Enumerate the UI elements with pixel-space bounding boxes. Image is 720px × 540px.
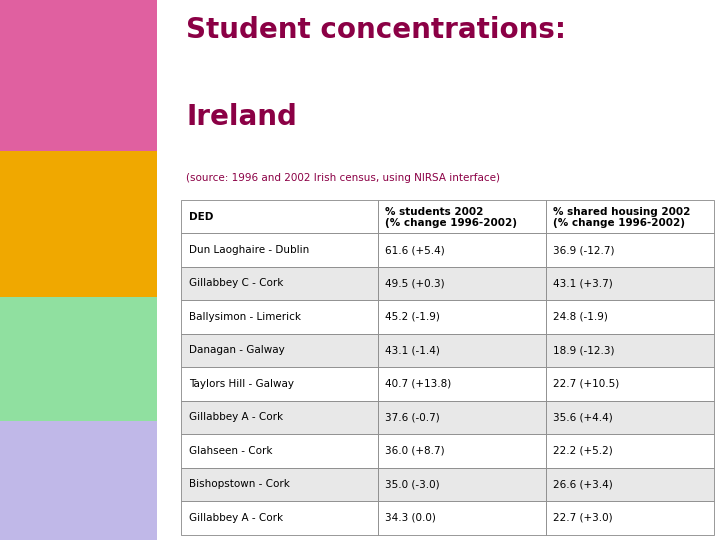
Text: Danagan - Galway: Danagan - Galway [189, 346, 284, 355]
Bar [546, 401, 714, 434]
Bar [378, 468, 546, 501]
Text: 36.0 (+8.7): 36.0 (+8.7) [385, 446, 445, 456]
Text: 22.2 (+5.2): 22.2 (+5.2) [553, 446, 613, 456]
Text: 49.5 (+0.3): 49.5 (+0.3) [385, 279, 445, 288]
Text: Ballysimon - Limerick: Ballysimon - Limerick [189, 312, 301, 322]
Text: DED: DED [189, 212, 213, 221]
Text: 37.6 (-0.7): 37.6 (-0.7) [385, 413, 440, 422]
Text: % shared housing 2002: % shared housing 2002 [553, 206, 690, 217]
Bar [546, 334, 714, 367]
Text: (% change 1996-2002): (% change 1996-2002) [385, 218, 517, 227]
Text: Gillabbey A - Cork: Gillabbey A - Cork [189, 513, 283, 523]
Text: (% change 1996-2002): (% change 1996-2002) [553, 218, 685, 227]
Bar [378, 300, 546, 334]
Bar [0, 421, 157, 540]
Text: Gillabbey A - Cork: Gillabbey A - Cork [189, 413, 283, 422]
Bar [546, 501, 714, 535]
Text: Gillabbey C - Cork: Gillabbey C - Cork [189, 279, 283, 288]
Text: Student concentrations:: Student concentrations: [186, 16, 567, 44]
Text: Bishopstown - Cork: Bishopstown - Cork [189, 480, 289, 489]
Text: 35.6 (+4.4): 35.6 (+4.4) [553, 413, 613, 422]
Bar [546, 468, 714, 501]
Bar [181, 334, 378, 367]
Text: Dun Laoghaire - Dublin: Dun Laoghaire - Dublin [189, 245, 309, 255]
Text: 26.6 (+3.4): 26.6 (+3.4) [553, 480, 613, 489]
Bar [378, 267, 546, 300]
Bar [546, 233, 714, 267]
Bar [378, 501, 546, 535]
Text: 22.7 (+3.0): 22.7 (+3.0) [553, 513, 613, 523]
Bar [181, 300, 378, 334]
Bar [181, 468, 378, 501]
Bar [181, 401, 378, 434]
Bar [378, 200, 546, 233]
Bar [0, 297, 157, 421]
Text: 43.1 (-1.4): 43.1 (-1.4) [385, 346, 440, 355]
Bar [181, 267, 378, 300]
Text: Taylors Hill - Galway: Taylors Hill - Galway [189, 379, 294, 389]
Text: Glahseen - Cork: Glahseen - Cork [189, 446, 272, 456]
Text: 45.2 (-1.9): 45.2 (-1.9) [385, 312, 440, 322]
Text: % students 2002: % students 2002 [385, 206, 483, 217]
Bar [546, 300, 714, 334]
Text: 24.8 (-1.9): 24.8 (-1.9) [553, 312, 608, 322]
Bar [378, 233, 546, 267]
Bar [378, 434, 546, 468]
Text: 18.9 (-12.3): 18.9 (-12.3) [553, 346, 615, 355]
Text: 43.1 (+3.7): 43.1 (+3.7) [553, 279, 613, 288]
Bar [181, 501, 378, 535]
Bar [378, 401, 546, 434]
Bar [378, 334, 546, 367]
Bar [0, 151, 157, 297]
Text: 22.7 (+10.5): 22.7 (+10.5) [553, 379, 619, 389]
Bar [546, 200, 714, 233]
Bar [181, 200, 378, 233]
Bar [546, 367, 714, 401]
Text: (source: 1996 and 2002 Irish census, using NIRSA interface): (source: 1996 and 2002 Irish census, usi… [186, 173, 500, 183]
Bar [181, 233, 378, 267]
Text: 35.0 (-3.0): 35.0 (-3.0) [385, 480, 440, 489]
Bar [378, 367, 546, 401]
Text: 36.9 (-12.7): 36.9 (-12.7) [553, 245, 615, 255]
Bar [546, 434, 714, 468]
Text: 61.6 (+5.4): 61.6 (+5.4) [385, 245, 445, 255]
Bar [546, 267, 714, 300]
Bar [0, 0, 157, 151]
Text: 40.7 (+13.8): 40.7 (+13.8) [385, 379, 451, 389]
Bar [181, 367, 378, 401]
Text: 34.3 (0.0): 34.3 (0.0) [385, 513, 436, 523]
Text: Ireland: Ireland [186, 103, 297, 131]
Bar [181, 434, 378, 468]
